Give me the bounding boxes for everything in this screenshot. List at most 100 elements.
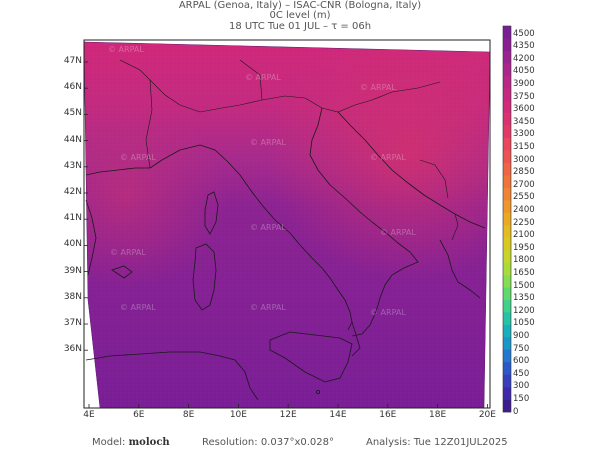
model-label: Model: <box>92 437 126 448</box>
colorbar-label: 1500 <box>513 280 535 291</box>
balkan-coast <box>337 111 486 229</box>
resolution-value: 0.037°x0.028° <box>260 437 334 448</box>
field-layer <box>84 42 490 408</box>
colorbar-label: 3600 <box>513 104 535 115</box>
footer-resolution: Resolution: 0.037°x0.028° <box>202 437 334 448</box>
watermark-text: © ARPAL <box>370 153 406 162</box>
lat-label: 43N <box>63 160 82 171</box>
colorbar-swatch <box>503 75 511 89</box>
watermark-text: © ARPAL <box>250 138 286 147</box>
colorbar-swatch <box>503 399 511 413</box>
colorbar-label: 3300 <box>513 129 535 140</box>
watermark-text: © ARPAL <box>250 303 286 312</box>
analysis-label: Analysis: <box>366 437 411 448</box>
colorbar-swatch <box>503 337 511 351</box>
header-title: ARPAL (Genoa, Italy) – ISAC-CNR (Bologna… <box>178 0 422 11</box>
colorbar-swatch <box>503 299 511 313</box>
sardinia <box>192 243 217 311</box>
colorbar-label: 1200 <box>513 305 535 316</box>
lon-label: 12E <box>279 410 297 420</box>
field-texture <box>84 42 490 408</box>
colorbar-label: 3450 <box>513 116 535 127</box>
colorbar-label: 1950 <box>513 242 535 253</box>
corsica <box>204 191 219 235</box>
watermark-text: © ARPAL <box>250 223 286 232</box>
lat-label: 37N <box>63 318 82 328</box>
colorbar-swatch <box>503 100 511 114</box>
footer-model: Model: moloch <box>92 437 170 448</box>
analysis-value: Tue 12Z01JUL2025 <box>413 437 508 448</box>
watermark-text: © ARPAL <box>108 45 144 54</box>
france-switzerland-border <box>119 59 151 81</box>
colorbar-swatch <box>503 138 511 151</box>
model-name: moloch <box>128 437 170 448</box>
lon-label: 20E <box>478 410 496 420</box>
colorbar-swatch <box>503 262 511 276</box>
croatia-border <box>371 81 441 101</box>
colorbar-swatch <box>503 175 511 189</box>
colorbar-swatch <box>503 275 511 288</box>
colorbar-swatch <box>503 287 511 301</box>
colorbar-swatch <box>503 162 511 176</box>
colorbar-swatch <box>503 225 511 238</box>
colorbar-label: 3900 <box>513 78 535 89</box>
alps-border <box>149 79 323 113</box>
lon-label: 4E <box>83 410 95 420</box>
lat-label: 46N <box>63 82 82 93</box>
lat-label: 40N <box>63 239 82 250</box>
colorbar-label: 900 <box>513 330 530 341</box>
colorbar-label: 2550 <box>513 192 535 203</box>
colorbar-label: 300 <box>513 381 530 392</box>
bosnia-border <box>419 159 449 199</box>
montenegro-border <box>451 213 459 241</box>
slovenia-border <box>321 99 373 113</box>
colorbar-swatch <box>503 387 511 400</box>
resolution-label: Resolution: <box>202 437 258 448</box>
spain-coast <box>85 199 97 276</box>
colorbar-swatch <box>503 237 511 251</box>
colorbar-swatch <box>503 187 511 201</box>
watermark-text: © ARPAL <box>120 303 156 312</box>
colorbar-swatch <box>503 26 511 39</box>
malta <box>315 389 320 394</box>
colorbar-swatch <box>503 63 511 77</box>
colorbar-label: 150 <box>513 393 530 404</box>
colorbar-frame <box>502 25 512 413</box>
watermark-layer: © ARPAL © ARPAL © ARPAL © ARPAL © ARPAL © ARP… <box>108 45 416 417</box>
axis-ticks <box>84 61 488 408</box>
italy-west-coast <box>149 144 353 331</box>
lat-label: 42N <box>63 187 82 197</box>
colorbar-swatch <box>503 250 511 263</box>
lat-label: 36N <box>63 344 82 355</box>
watermark-text: © ARPAL <box>360 83 396 92</box>
colorbar-swatch <box>503 324 511 338</box>
colorbar-swatch <box>503 349 511 363</box>
colorbar-label: 2850 <box>513 167 535 178</box>
lon-label: 6E <box>133 410 145 420</box>
colorbar-swatch <box>503 125 511 139</box>
colorbar-label: 2700 <box>513 179 535 190</box>
albania-coast <box>439 239 481 299</box>
sicily <box>269 331 353 383</box>
colorbar-label: 450 <box>513 368 530 379</box>
north-africa-coast <box>85 351 259 401</box>
colorbar <box>502 25 512 413</box>
colorbar-label: 2250 <box>513 217 535 228</box>
coastlines <box>85 107 486 401</box>
colorbar-label: 750 <box>513 343 530 354</box>
watermark-text: © ARPAL <box>120 153 156 162</box>
colorbar-label: 1800 <box>513 255 535 266</box>
lon-label: 18E <box>429 410 447 420</box>
france-italy-border <box>145 79 153 169</box>
watermark-text: © ARPAL <box>270 408 306 417</box>
lat-label: 47N <box>63 56 82 66</box>
lat-label: 38N <box>63 291 82 302</box>
lat-label: 39N <box>63 265 82 276</box>
colorbar-label: 1350 <box>513 293 535 304</box>
colorbar-label: 4500 <box>513 28 535 39</box>
watermark-text: © ARPAL <box>380 228 416 237</box>
colorbar-label: 2100 <box>513 230 535 241</box>
colorbar-swatch <box>503 38 511 52</box>
